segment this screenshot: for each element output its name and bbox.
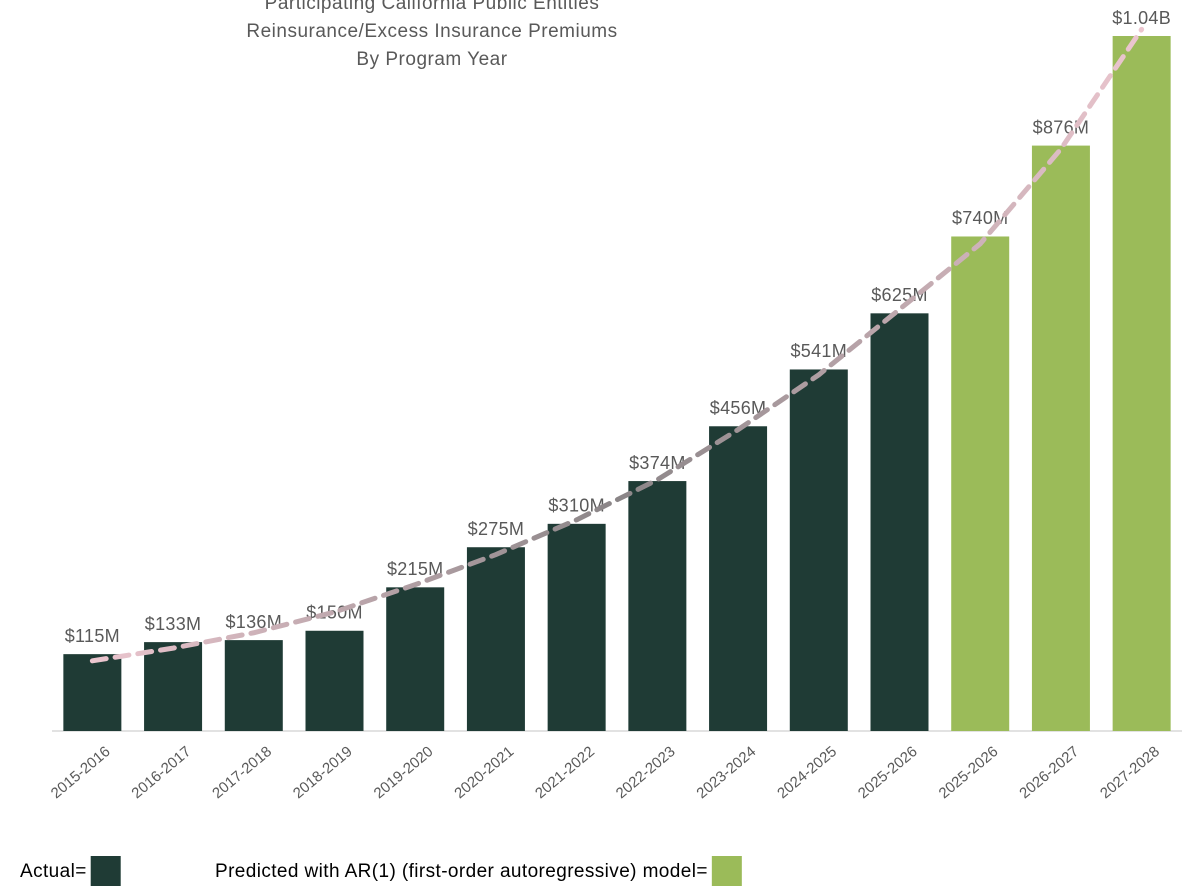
bar bbox=[1031, 145, 1090, 731]
bar bbox=[63, 654, 122, 731]
x-tick-label: 2021-2022 bbox=[532, 743, 598, 802]
bar bbox=[305, 630, 364, 731]
x-tick-label: 2025-2026 bbox=[855, 743, 921, 802]
bar bbox=[709, 426, 768, 731]
legend-label: Predicted with AR(1) (first-order autore… bbox=[215, 861, 708, 882]
chart-title: By Program Year bbox=[356, 49, 507, 70]
data-label: $275M bbox=[468, 519, 525, 539]
x-tick-label: 2024-2025 bbox=[774, 743, 840, 802]
data-label: $115M bbox=[65, 626, 120, 646]
bar bbox=[951, 236, 1010, 731]
legend-swatch bbox=[711, 856, 742, 886]
data-label: $136M bbox=[226, 612, 283, 632]
bar bbox=[224, 640, 283, 731]
data-label: $133M bbox=[145, 614, 202, 634]
bar bbox=[547, 523, 606, 731]
legend-swatch bbox=[90, 856, 121, 886]
bar bbox=[870, 313, 929, 731]
data-label: $374M bbox=[629, 453, 686, 473]
x-tick-label: 2025-2026 bbox=[936, 743, 1002, 802]
x-tick-label: 2015-2016 bbox=[48, 743, 114, 802]
x-tick-label: 2023-2024 bbox=[693, 743, 759, 802]
x-tick-label: 2027-2028 bbox=[1097, 743, 1163, 802]
data-label: $625M bbox=[871, 285, 928, 305]
bar bbox=[1112, 36, 1171, 731]
x-tick-label: 2017-2018 bbox=[209, 743, 275, 802]
data-label: $215M bbox=[387, 559, 444, 579]
data-label: $1.04B bbox=[1112, 8, 1171, 28]
x-tick-label: 2018-2019 bbox=[290, 743, 356, 802]
bar bbox=[466, 547, 525, 731]
x-tick-label: 2026-2027 bbox=[1016, 743, 1082, 802]
data-label: $876M bbox=[1033, 117, 1090, 137]
bar bbox=[386, 587, 445, 731]
bar bbox=[789, 369, 848, 731]
data-label: $310M bbox=[548, 496, 605, 516]
x-tick-label: 2022-2023 bbox=[613, 743, 679, 802]
chart-title: Reinsurance/Excess Insurance Premiums bbox=[246, 21, 617, 42]
data-label: $456M bbox=[710, 398, 767, 418]
trend-line bbox=[89, 26, 1145, 664]
data-label: $740M bbox=[952, 208, 1009, 228]
x-tick-label: 2016-2017 bbox=[128, 743, 194, 802]
x-tick-label: 2019-2020 bbox=[371, 743, 437, 802]
data-label: $541M bbox=[791, 341, 848, 361]
legend-label: Actual= bbox=[20, 861, 87, 882]
bar bbox=[628, 481, 687, 731]
x-tick-label: 2020-2021 bbox=[451, 743, 517, 802]
chart-title: Participating California Public Entities bbox=[265, 0, 600, 14]
bar bbox=[144, 642, 203, 731]
